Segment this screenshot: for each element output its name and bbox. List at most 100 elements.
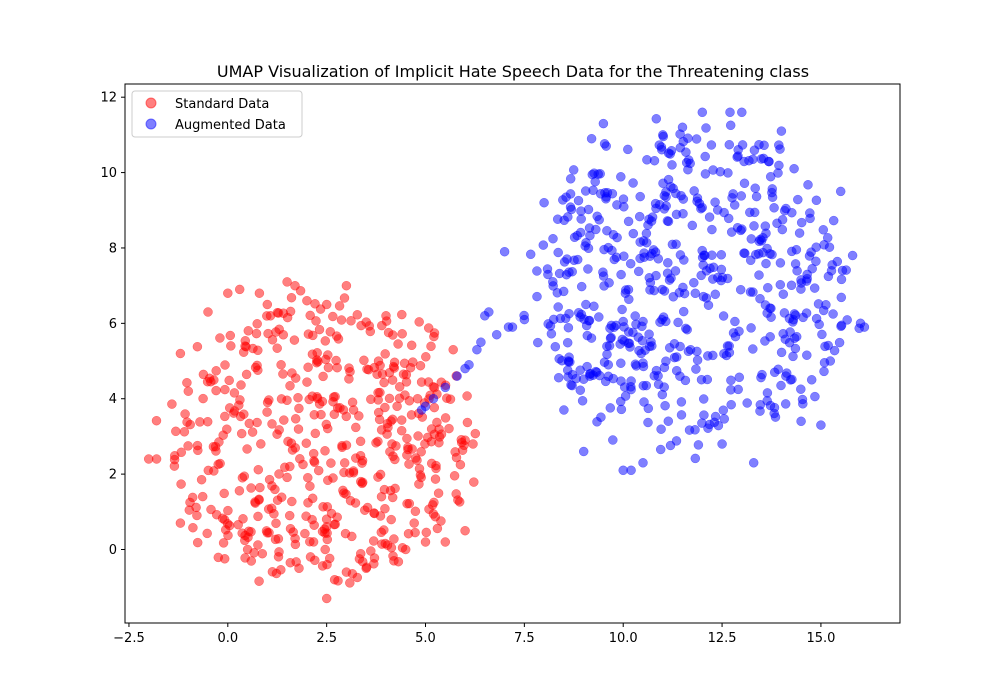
data-point [563,212,573,222]
data-point [220,360,230,370]
data-point [656,424,666,434]
data-point [420,401,431,412]
data-point [256,439,266,449]
data-point [796,416,806,427]
data-point [253,464,264,475]
data-point [198,393,208,404]
data-point [433,488,444,498]
data-point [415,360,426,371]
data-point [697,418,707,428]
data-point [545,321,556,331]
data-point [847,250,858,261]
data-point [183,441,193,451]
data-point [748,344,758,354]
data-point [398,369,409,379]
data-point [676,410,687,420]
data-point [339,467,349,478]
data-point [671,436,682,446]
y-tick-label: 6 [109,317,117,332]
data-point [234,486,245,496]
data-point [780,399,791,409]
data-point [716,264,727,275]
data-point [555,313,566,324]
data-point [762,388,773,398]
data-point [462,417,473,428]
data-point [303,472,313,483]
data-point [564,308,574,319]
data-point [282,395,292,406]
data-point [453,495,463,505]
data-point [657,389,668,400]
data-point [548,277,558,287]
data-point [775,279,786,290]
data-point [440,537,451,547]
data-point [339,458,350,468]
data-point [643,417,653,428]
data-point [323,362,334,373]
data-point [220,411,230,422]
data-point [586,133,597,144]
data-point [756,154,767,164]
data-point [406,340,417,351]
data-point [773,364,783,375]
data-point [659,286,670,296]
data-point [220,384,230,395]
data-point [278,369,288,379]
data-point [377,369,388,379]
data-point [356,476,366,487]
data-point [651,270,661,281]
data-point [778,289,789,299]
data-point [701,123,711,133]
data-point [366,546,376,556]
data-point [794,228,805,238]
data-point [637,335,648,346]
data-point [658,131,669,142]
data-point [755,293,765,304]
data-point [243,526,254,537]
data-point [374,414,385,425]
data-point [690,453,701,464]
data-point [421,527,432,538]
data-point [788,351,798,362]
data-point [728,189,738,199]
data-point [320,446,330,456]
data-point [317,396,328,407]
data-point [429,497,439,508]
data-point [653,379,664,390]
data-point [267,335,278,345]
data-point [295,286,306,296]
data-point [382,418,393,429]
data-point [598,118,609,129]
data-point [192,341,203,352]
data-point [558,195,568,205]
data-point [562,337,573,348]
data-point [219,554,230,564]
data-point [781,203,791,214]
data-point [254,576,264,586]
data-point [198,369,209,380]
data-point [402,498,412,509]
data-point [263,504,274,514]
data-point [671,239,681,249]
data-point [262,407,272,417]
data-point [563,322,574,333]
data-point [420,537,431,547]
data-point [719,207,729,218]
data-point [748,458,759,468]
data-point [303,498,313,508]
data-point [608,373,618,384]
data-point [176,479,186,489]
data-point [300,528,310,539]
data-point [835,186,846,197]
data-point [661,201,671,211]
data-point [314,324,325,335]
data-point [414,317,424,327]
data-point [726,385,736,395]
data-point [293,392,303,403]
data-point [426,436,437,447]
data-point [754,139,764,150]
data-point [310,428,321,439]
x-tick-label: 5.0 [415,631,436,646]
data-point [371,438,381,448]
data-point [776,380,786,391]
